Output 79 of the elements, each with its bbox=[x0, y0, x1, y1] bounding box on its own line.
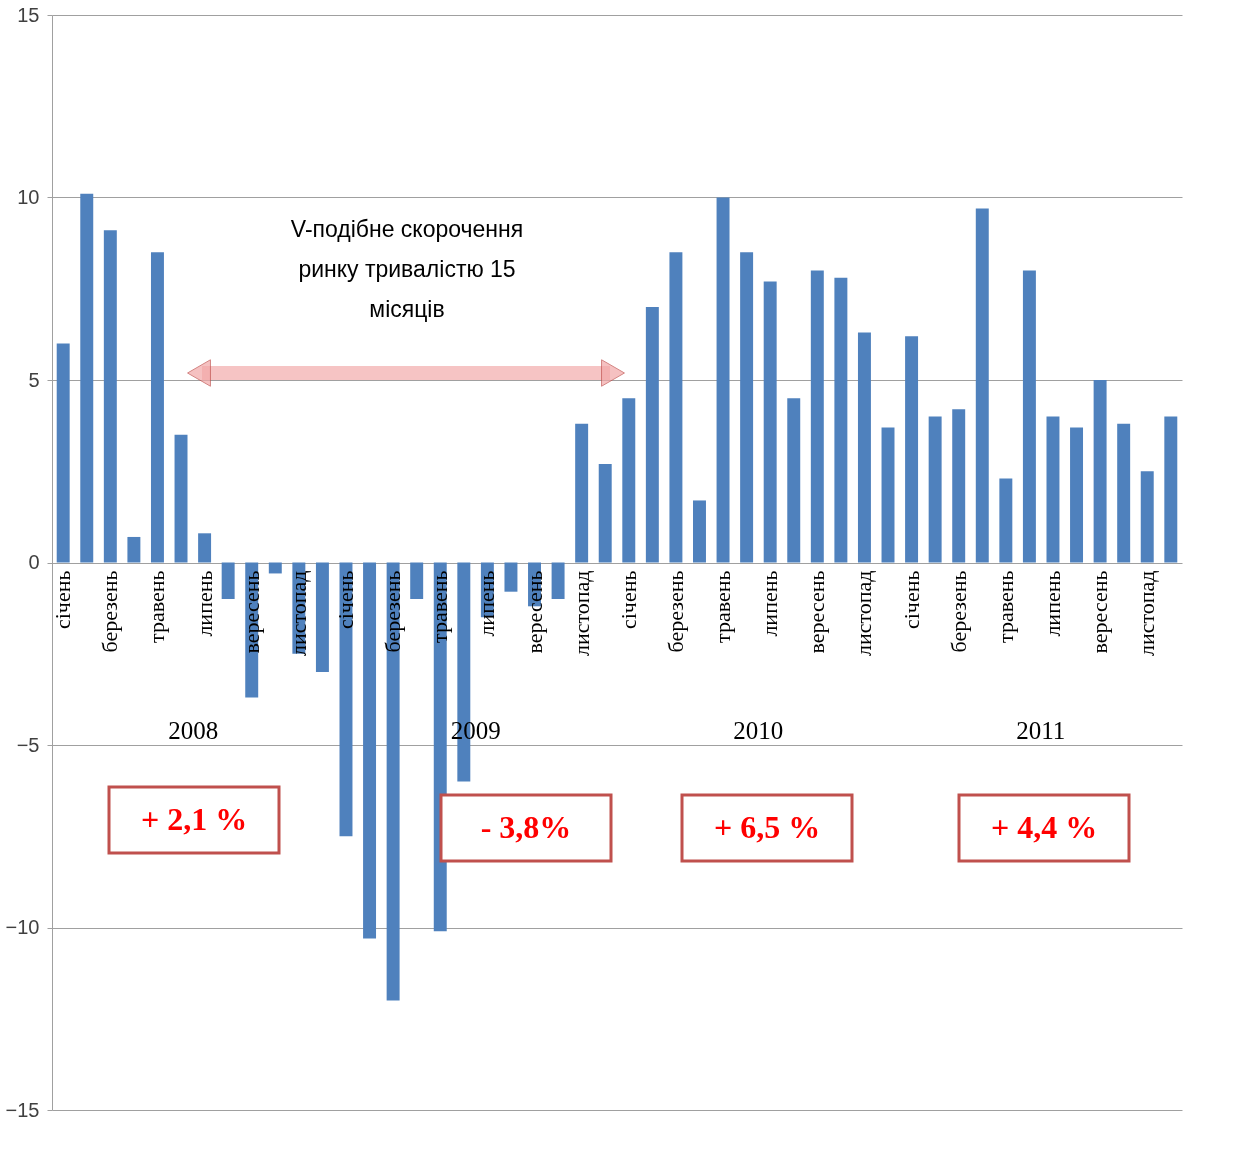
bar bbox=[363, 562, 377, 939]
x-tick-label: травень bbox=[144, 570, 170, 643]
x-tick-label: травень bbox=[992, 570, 1018, 643]
annotation: - 3,8% bbox=[480, 809, 572, 845]
x-tick-label: вересень bbox=[1087, 570, 1113, 654]
bar bbox=[551, 562, 565, 599]
x-tick-label: березень bbox=[945, 570, 971, 653]
x-tick-label: листопад bbox=[851, 570, 877, 657]
annotation: V-подібне скорочення ринку тривалістю 15 місяців bbox=[290, 216, 524, 322]
bar bbox=[1117, 423, 1131, 563]
x-tick-label: липень bbox=[1039, 570, 1065, 637]
bar bbox=[740, 252, 754, 563]
bar bbox=[198, 533, 212, 563]
bar bbox=[315, 562, 329, 672]
annotation: 2011 bbox=[1016, 717, 1066, 744]
y-tick-label: −10 bbox=[5, 916, 40, 938]
bar bbox=[1022, 270, 1036, 563]
bar bbox=[857, 332, 871, 563]
bar bbox=[645, 307, 659, 563]
annotation: + 6,5 % bbox=[713, 809, 821, 845]
bar bbox=[952, 409, 966, 563]
bar bbox=[1093, 380, 1107, 563]
x-tick-label: березень bbox=[97, 570, 123, 653]
bar bbox=[810, 270, 824, 563]
x-tick-label: січень bbox=[332, 570, 358, 630]
x-tick-label: липень bbox=[474, 570, 500, 637]
bar bbox=[575, 423, 589, 563]
bar bbox=[763, 281, 777, 563]
bar bbox=[150, 252, 164, 563]
y-tick-label: 15 bbox=[17, 3, 40, 26]
x-tick-label: березень bbox=[662, 570, 688, 653]
bar bbox=[56, 343, 70, 563]
y-tick-label: 10 bbox=[17, 186, 40, 208]
x-tick-label: січень bbox=[898, 570, 924, 630]
x-tick-label: вересень bbox=[804, 570, 830, 654]
bar bbox=[905, 336, 919, 563]
annotation: 2008 bbox=[168, 717, 219, 744]
bar bbox=[504, 562, 518, 592]
bar bbox=[622, 398, 636, 563]
bar bbox=[268, 562, 282, 574]
bar bbox=[410, 562, 424, 599]
x-tick-label: вересень bbox=[238, 570, 264, 654]
bar bbox=[834, 277, 848, 563]
bar bbox=[174, 434, 188, 563]
x-tick-label: липень bbox=[757, 570, 783, 637]
bar bbox=[103, 230, 117, 563]
bar bbox=[598, 463, 612, 563]
x-tick-label: листопад bbox=[568, 570, 594, 657]
x-tick-label: листопад bbox=[285, 570, 311, 657]
bar bbox=[1046, 416, 1060, 563]
bar bbox=[1140, 471, 1154, 563]
y-tick-label: −15 bbox=[5, 1098, 40, 1121]
x-tick-label: травень bbox=[710, 570, 736, 643]
bar bbox=[669, 252, 683, 563]
x-tick-label: травень bbox=[427, 570, 453, 643]
bar bbox=[127, 536, 141, 563]
annotation: 2010 bbox=[733, 717, 784, 744]
annotation: + 2,1 % bbox=[140, 801, 248, 837]
bar bbox=[975, 208, 989, 563]
bar bbox=[928, 416, 942, 563]
bar bbox=[221, 562, 235, 599]
x-tick-label: січень bbox=[615, 570, 641, 630]
bar bbox=[80, 193, 94, 563]
bar bbox=[716, 197, 730, 563]
x-tick-label: липень bbox=[191, 570, 217, 637]
y-tick-label: 0 bbox=[28, 551, 40, 573]
bar bbox=[881, 427, 895, 563]
bar bbox=[1070, 427, 1084, 563]
y-tick-label: 5 bbox=[28, 368, 40, 391]
bar bbox=[1164, 416, 1178, 563]
bar bbox=[787, 398, 801, 563]
x-tick-label: березень bbox=[380, 570, 406, 653]
annotation: + 4,4 % bbox=[990, 809, 1098, 845]
bar bbox=[999, 478, 1013, 563]
y-tick-label: −5 bbox=[16, 733, 40, 756]
x-tick-label: вересень bbox=[521, 570, 547, 654]
x-tick-label: січень bbox=[50, 570, 76, 630]
bar bbox=[693, 500, 706, 563]
x-tick-label: листопад bbox=[1134, 570, 1160, 657]
